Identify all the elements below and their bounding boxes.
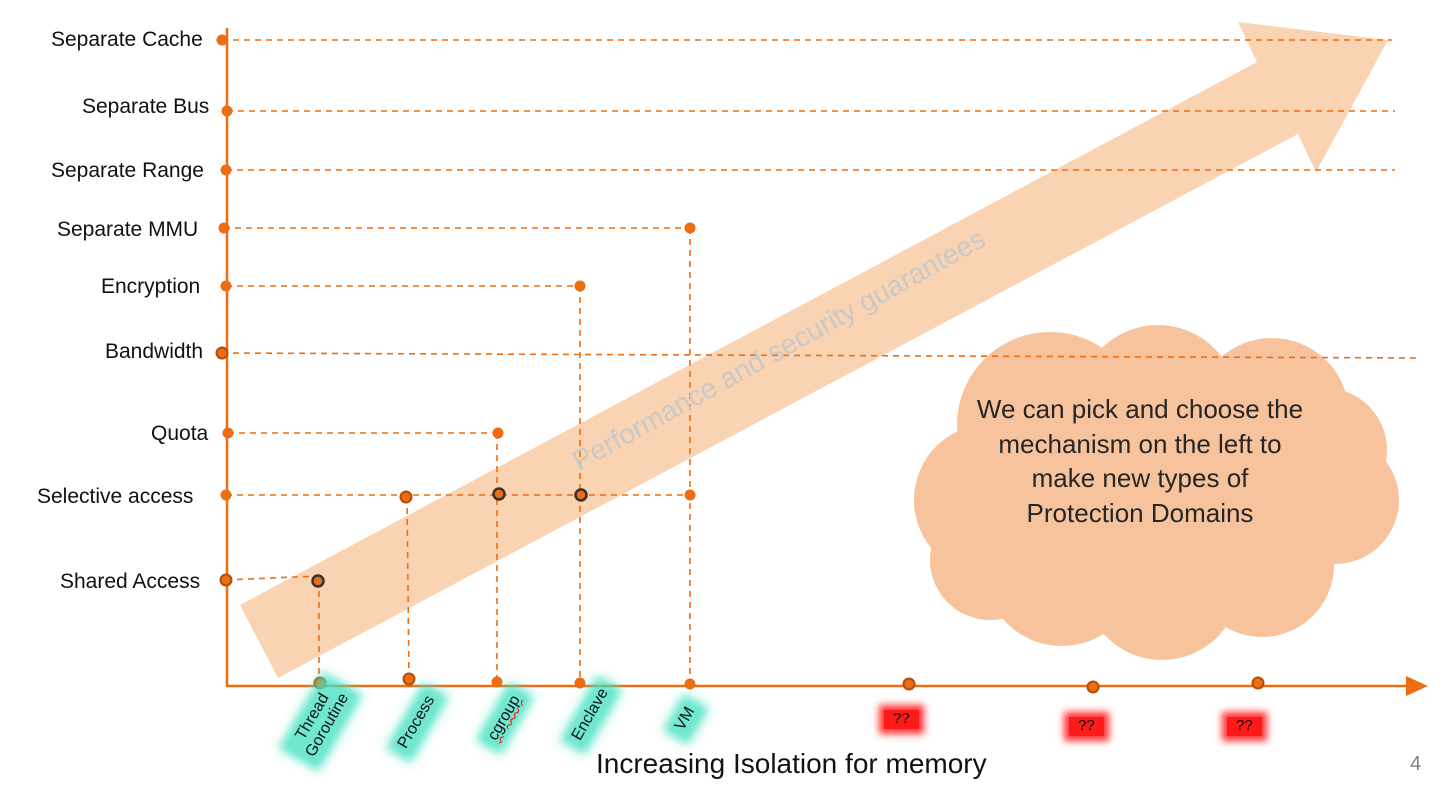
y-label-bandwidth: Bandwidth — [105, 340, 204, 363]
x-label-unknown-3: ?? — [1227, 717, 1262, 736]
x-label-unknown-1: ?? — [884, 710, 919, 729]
y-label-separate-mmu: Separate MMU — [57, 218, 199, 241]
intersection-dots — [311, 222, 696, 588]
y-label-selective-access: Selective access — [37, 485, 194, 508]
x-axis-title: Increasing Isolation for memory — [596, 748, 987, 779]
y-label-separate-cache: Separate Cache — [51, 28, 203, 51]
y-axis-dots — [215, 34, 234, 587]
x-label-unknown-2: ?? — [1069, 717, 1104, 736]
x-axis-arrowhead — [1406, 676, 1428, 696]
vertical-guides — [318, 228, 691, 684]
y-label-separate-bus: Separate Bus — [82, 95, 210, 118]
y-label-separate-range: Separate Range — [51, 159, 204, 182]
horizontal-guides — [221, 39, 1419, 581]
y-label-shared-access: Shared Access — [60, 570, 201, 593]
y-label-encryption: Encryption — [101, 275, 201, 298]
y-label-quota: Quota — [151, 422, 209, 445]
page-number: 4 — [1410, 753, 1422, 775]
x-axis-dots — [313, 672, 1265, 694]
cloud-shape — [914, 325, 1399, 660]
isolation-arrow-shape — [240, 22, 1388, 678]
cloud-text: We can pick and choose the mechanism on … — [976, 394, 1304, 528]
